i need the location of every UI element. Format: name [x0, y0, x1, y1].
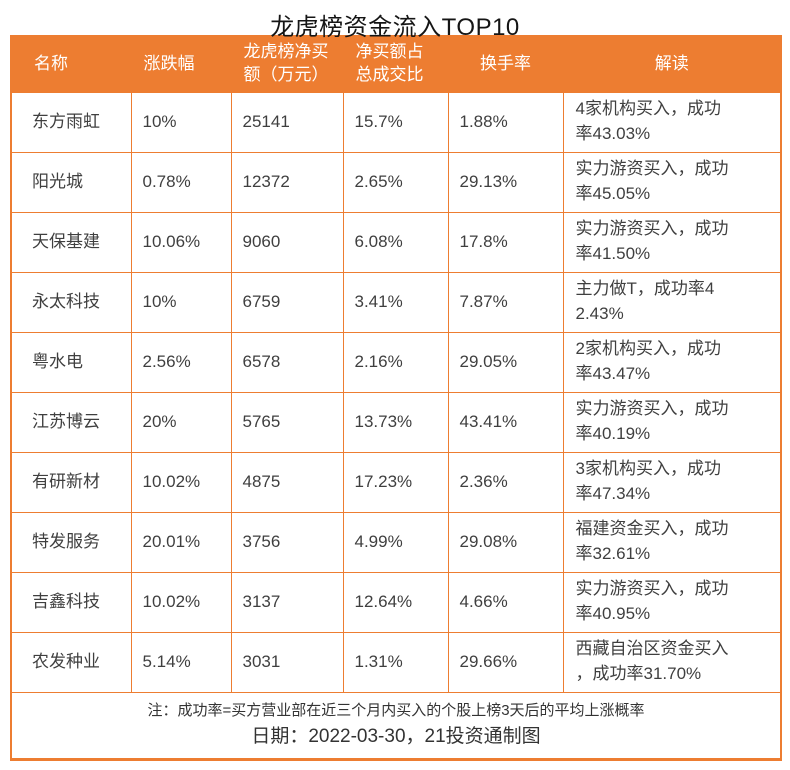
table-row: 天保基建 10.06% 9060 6.08% 17.8% 实力游资买入，成功 率41.50… [10, 211, 782, 273]
net-buy-ratio-cell: 3.41% [342, 271, 449, 333]
change-pct-cell: 5.14% [130, 631, 232, 693]
col-header-turnover: 换手率 [447, 35, 564, 93]
net-buy-amount-cell: 12372 [230, 151, 344, 213]
turnover-rate-cell: 2.36% [447, 451, 564, 513]
change-pct-cell: 10% [130, 271, 232, 333]
stock-name-cell: 江苏博云 [10, 391, 132, 453]
col-header-change: 涨跌幅 [130, 35, 232, 93]
net-buy-amount-cell: 3137 [230, 571, 344, 633]
table-row: 特发服务 20.01% 3756 4.99% 29.08% 福建资金买入，成功 率32.6… [10, 511, 782, 573]
net-buy-ratio-cell: 13.73% [342, 391, 449, 453]
interpretation-cell: 实力游资买入，成功 率41.50% [562, 211, 782, 273]
net-buy-amount-cell: 5765 [230, 391, 344, 453]
change-pct-cell: 10.02% [130, 571, 232, 633]
net-buy-amount-cell: 3031 [230, 631, 344, 693]
change-pct-cell: 20.01% [130, 511, 232, 573]
interpretation-cell: 福建资金买入，成功 率32.61% [562, 511, 782, 573]
interpretation-cell: 实力游资买入，成功 率40.95% [562, 571, 782, 633]
col-header-name: 名称 [10, 35, 132, 93]
interpretation-cell: 实力游资买入，成功 率45.05% [562, 151, 782, 213]
change-pct-cell: 2.56% [130, 331, 232, 393]
table-footer-cell: 注：成功率=买方营业部在近三个月内买入的个股上榜3天后的平均上涨概率 日期：20… [10, 691, 782, 761]
table-header: 名称 涨跌幅 龙虎榜净买 额（万元） 净买额占 总成交比 换手率 解读 [10, 35, 782, 93]
change-pct-cell: 10% [130, 91, 232, 153]
net-buy-amount-cell: 6759 [230, 271, 344, 333]
footnote: 注：成功率=买方营业部在近三个月内买入的个股上榜3天后的平均上涨概率 [147, 701, 645, 719]
table-row: 阳光城 0.78% 12372 2.65% 29.13% 实力游资买入，成功 率45.05… [10, 151, 782, 213]
interpretation-cell: 西藏自治区资金买入 ，成功率31.70% [562, 631, 782, 693]
change-pct-cell: 10.02% [130, 451, 232, 513]
col-header-buy-ratio: 净买额占 总成交比 [342, 35, 449, 93]
stock-name-cell: 吉鑫科技 [10, 571, 132, 633]
net-buy-ratio-cell: 2.16% [342, 331, 449, 393]
turnover-rate-cell: 4.66% [447, 571, 564, 633]
interpretation-cell: 实力游资买入，成功 率40.19% [562, 391, 782, 453]
turnover-rate-cell: 29.13% [447, 151, 564, 213]
turnover-rate-cell: 29.66% [447, 631, 564, 693]
table-row: 江苏博云 20% 5765 13.73% 43.41% 实力游资买入，成功 率40.19% [10, 391, 782, 453]
interpretation-cell: 3家机构买入，成功 率47.34% [562, 451, 782, 513]
net-buy-ratio-cell: 4.99% [342, 511, 449, 573]
net-buy-amount-cell: 9060 [230, 211, 344, 273]
table-row: 有研新材 10.02% 4875 17.23% 2.36% 3家机构买入，成功 率47.3… [10, 451, 782, 513]
net-buy-ratio-cell: 12.64% [342, 571, 449, 633]
change-pct-cell: 10.06% [130, 211, 232, 273]
stock-name-cell: 特发服务 [10, 511, 132, 573]
net-buy-amount-cell: 6578 [230, 331, 344, 393]
net-buy-ratio-cell: 6.08% [342, 211, 449, 273]
table-row: 农发种业 5.14% 3031 1.31% 29.66% 西藏自治区资金买入 ，成功率31… [10, 631, 782, 693]
stock-name-cell: 农发种业 [10, 631, 132, 693]
stock-name-cell: 阳光城 [10, 151, 132, 213]
net-buy-ratio-cell: 17.23% [342, 451, 449, 513]
stock-name-cell: 有研新材 [10, 451, 132, 513]
net-buy-ratio-cell: 2.65% [342, 151, 449, 213]
turnover-rate-cell: 43.41% [447, 391, 564, 453]
turnover-rate-cell: 29.05% [447, 331, 564, 393]
net-buy-amount-cell: 3756 [230, 511, 344, 573]
net-buy-amount-cell: 25141 [230, 91, 344, 153]
net-buy-ratio-cell: 1.31% [342, 631, 449, 693]
turnover-rate-cell: 1.88% [447, 91, 564, 153]
net-buy-ratio-cell: 15.7% [342, 91, 449, 153]
table-row: 永太科技 10% 6759 3.41% 7.87% 主力做T，成功率4 2.43% [10, 271, 782, 333]
header-row: 名称 涨跌幅 龙虎榜净买 额（万元） 净买额占 总成交比 换手率 解读 [10, 35, 782, 93]
footer-row: 注：成功率=买方营业部在近三个月内买入的个股上榜3天后的平均上涨概率 日期：20… [10, 691, 782, 761]
table-row: 吉鑫科技 10.02% 3137 12.64% 4.66% 实力游资买入，成功 率40.9… [10, 571, 782, 633]
interpretation-cell: 4家机构买入，成功 率43.03% [562, 91, 782, 153]
turnover-rate-cell: 29.08% [447, 511, 564, 573]
page-title: 龙虎榜资金流入TOP10 [270, 14, 520, 41]
top10-table: 名称 涨跌幅 龙虎榜净买 额（万元） 净买额占 总成交比 换手率 解读 东方雨虹… [10, 35, 782, 762]
interpretation-cell: 主力做T，成功率4 2.43% [562, 271, 782, 333]
change-pct-cell: 0.78% [130, 151, 232, 213]
col-header-interpretation: 解读 [562, 35, 782, 93]
table-footer: 注：成功率=买方营业部在近三个月内买入的个股上榜3天后的平均上涨概率 日期：20… [10, 691, 782, 761]
turnover-rate-cell: 17.8% [447, 211, 564, 273]
table-body: 东方雨虹 10% 25141 15.7% 1.88% 4家机构买入，成功 率43.03% 阳… [10, 91, 782, 693]
change-pct-cell: 20% [130, 391, 232, 453]
stock-name-cell: 粤水电 [10, 331, 132, 393]
net-buy-amount-cell: 4875 [230, 451, 344, 513]
stock-name-cell: 天保基建 [10, 211, 132, 273]
stock-name-cell: 东方雨虹 [10, 91, 132, 153]
table-row: 粤水电 2.56% 6578 2.16% 29.05% 2家机构买入，成功 率43.47% [10, 331, 782, 393]
stock-name-cell: 永太科技 [10, 271, 132, 333]
turnover-rate-cell: 7.87% [447, 271, 564, 333]
table-row: 东方雨虹 10% 25141 15.7% 1.88% 4家机构买入，成功 率43.03% [10, 91, 782, 153]
col-header-net-buy: 龙虎榜净买 额（万元） [230, 35, 344, 93]
date-source-line: 日期：2022-03-30，21投资通制图 [251, 725, 541, 747]
interpretation-cell: 2家机构买入，成功 率43.47% [562, 331, 782, 393]
